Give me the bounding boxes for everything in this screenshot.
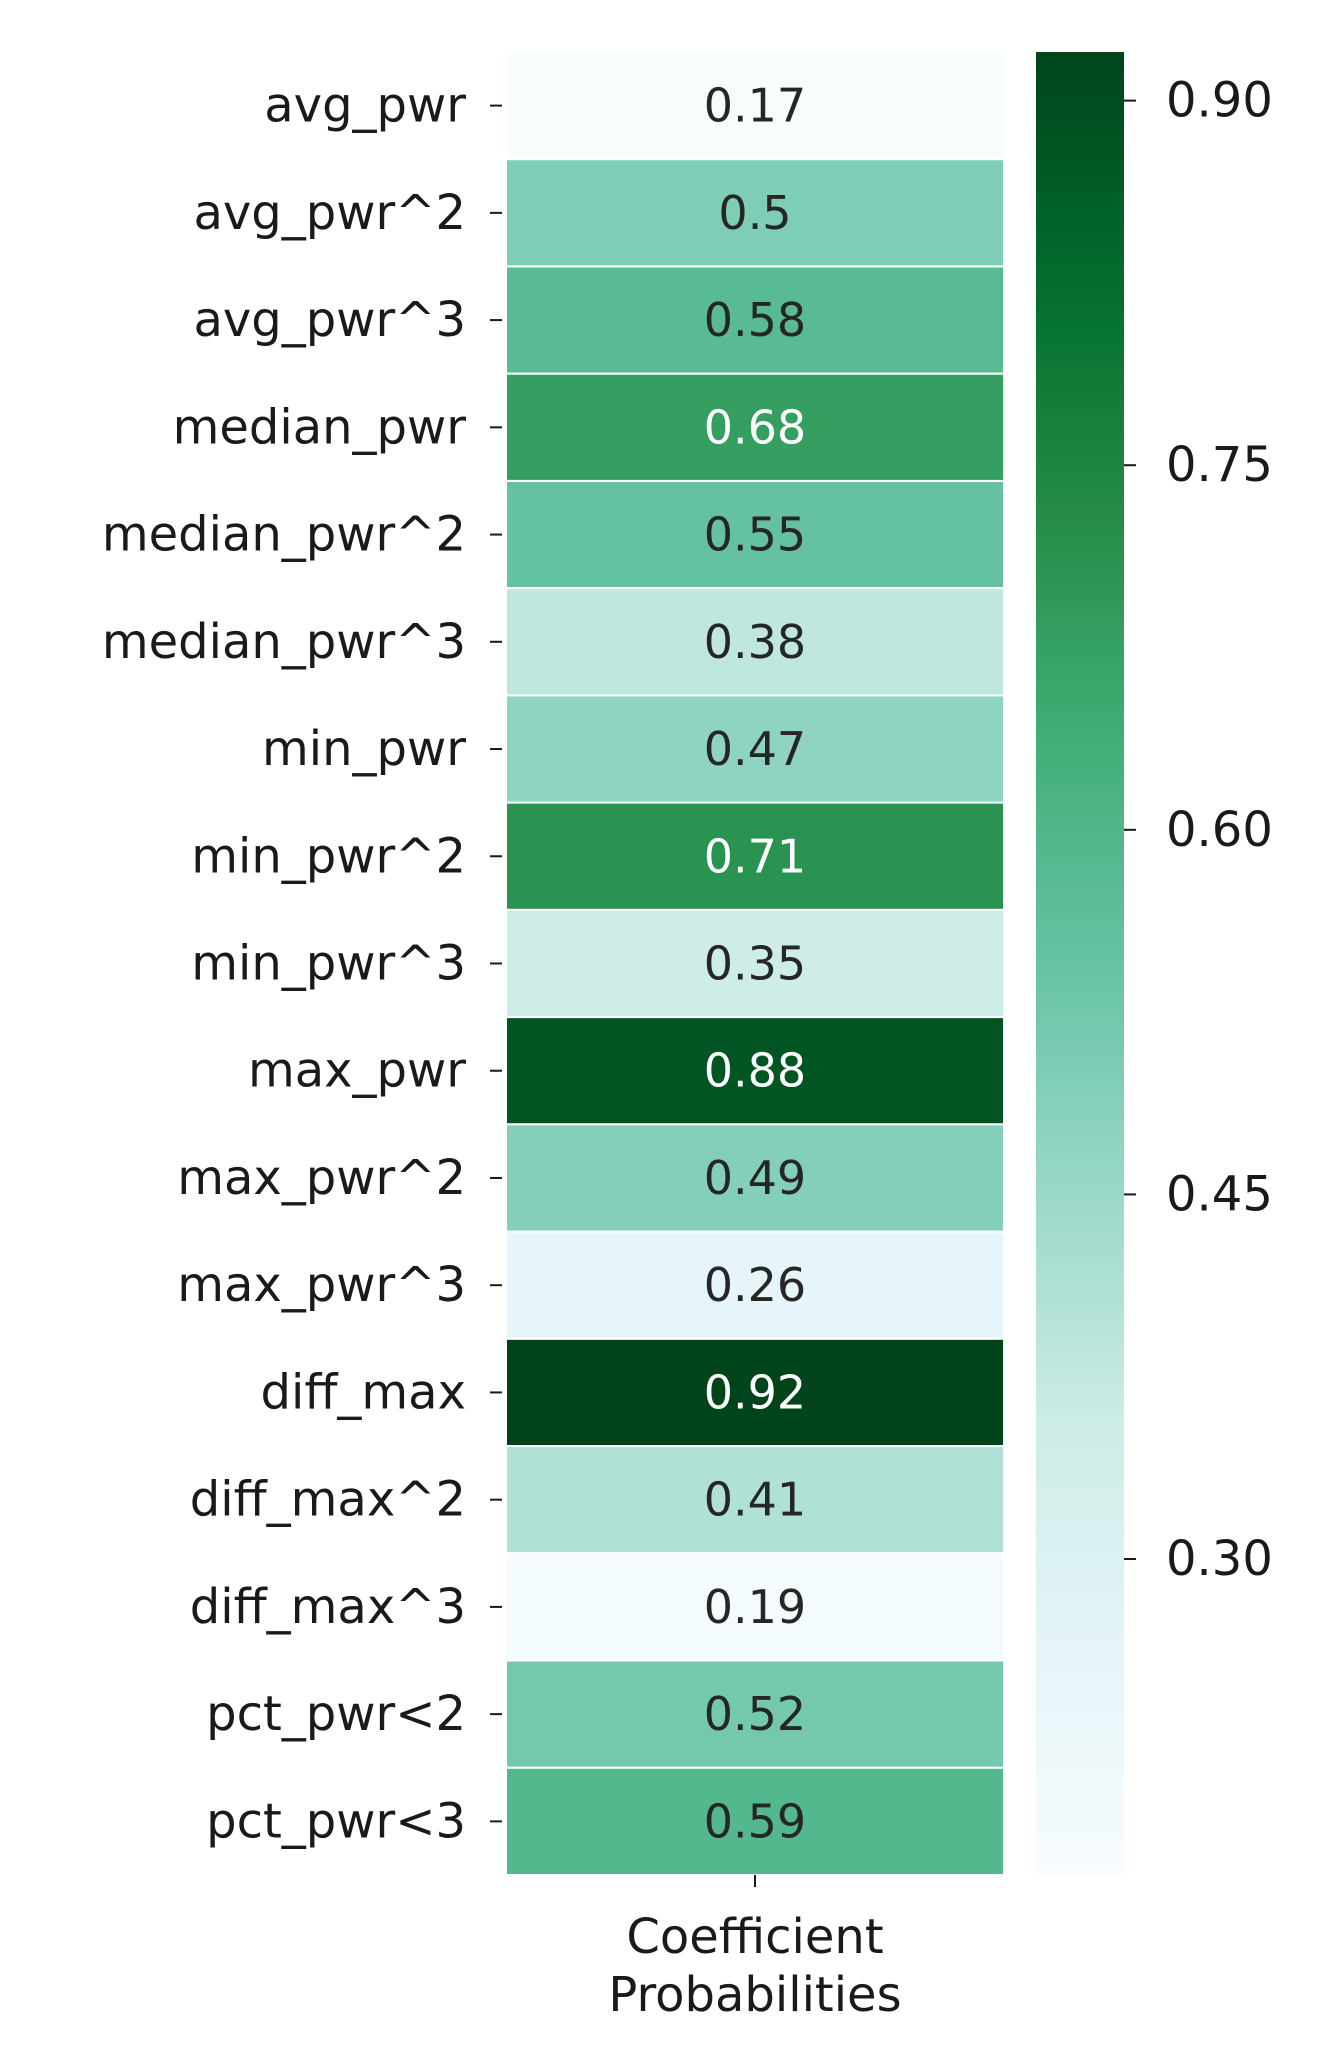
row-label: max_pwr xyxy=(248,1043,466,1099)
heatmap-cell xyxy=(505,372,1005,482)
cell-value-label: 0.35 xyxy=(704,937,806,991)
heatmap-cell xyxy=(505,265,1005,375)
x-axis-label-line: Coefficient xyxy=(626,1909,883,1965)
heatmap-cell xyxy=(505,1230,1005,1340)
row-label: median_pwr^3 xyxy=(102,614,466,670)
row-label: min_pwr xyxy=(262,721,466,777)
heatmap-cell xyxy=(505,1445,1005,1555)
row-label: max_pwr^2 xyxy=(177,1150,466,1206)
cell-value-label: 0.88 xyxy=(704,1044,806,1098)
heatmap-cell xyxy=(505,158,1005,268)
colorbar: 0.30 0.45 0.60 0.75 0.90 xyxy=(1036,52,1273,1875)
heatmap-cell xyxy=(505,1016,1005,1126)
heatmap-cell xyxy=(505,1766,1005,1876)
row-label: diff_max xyxy=(261,1364,466,1420)
x-axis-label: Coefficient Probabilities xyxy=(608,1909,901,2023)
cell-value-label: 0.59 xyxy=(704,1794,806,1848)
cell-value-label: 0.5 xyxy=(718,186,791,240)
heatmap-cell xyxy=(505,1552,1005,1662)
cell-value-label: 0.71 xyxy=(704,829,806,883)
cell-value-label: 0.38 xyxy=(704,615,806,669)
row-label: diff_max^3 xyxy=(190,1579,466,1635)
row-label: max_pwr^3 xyxy=(177,1257,466,1313)
cell-value-label: 0.49 xyxy=(704,1151,806,1205)
colorbar-tick-label: 0.60 xyxy=(1166,802,1273,858)
colorbar-gradient xyxy=(1036,52,1124,1875)
row-labels: avg_pwr avg_pwr^2 avg_pwr^3 median_pwrmedia… xyxy=(102,78,502,1849)
cell-value-label: 0.92 xyxy=(704,1365,806,1419)
x-axis: Coefficient Probabilities xyxy=(608,1875,902,2023)
cell-value-label: 0.58 xyxy=(704,293,806,347)
colorbar-tick-label: 0.30 xyxy=(1166,1531,1273,1587)
heatmap-cell xyxy=(505,479,1005,590)
cell-value-label: 0.41 xyxy=(704,1473,806,1527)
colorbar-tick-label: 0.75 xyxy=(1166,437,1273,493)
heatmap-cell xyxy=(505,801,1005,911)
row-label: pct_pwr<3 xyxy=(206,1793,466,1849)
heatmap-cell xyxy=(505,1659,1005,1769)
row-label: pct_pwr<2 xyxy=(206,1686,466,1742)
row-label: median_pwr xyxy=(173,399,467,455)
cell-value-label: 0.26 xyxy=(704,1258,806,1312)
cell-value-label: 0.68 xyxy=(704,400,806,454)
heatmap-cell xyxy=(505,51,1005,161)
row-label: min_pwr^3 xyxy=(191,936,466,992)
cell-value-label: 0.19 xyxy=(704,1580,806,1634)
row-label: diff_max^2 xyxy=(190,1472,466,1528)
colorbar-tick-label: 0.90 xyxy=(1166,73,1273,129)
heatmap-cell xyxy=(505,1337,1005,1448)
cell-value-label: 0.17 xyxy=(704,79,806,133)
cell-value-label: 0.47 xyxy=(704,722,806,776)
row-label: avg_pwr^2 xyxy=(193,185,466,241)
colorbar-tick-label: 0.45 xyxy=(1166,1166,1273,1222)
x-axis-label-line: Probabilities xyxy=(608,1967,901,2023)
cell-value-label: 0.52 xyxy=(704,1687,806,1741)
row-label: avg_pwr^3 xyxy=(193,292,466,348)
heatmap-cells: 0.17 0.5 0.58 0.68 0.55 0.38 0.47 0.71 0.35 0.88 0… xyxy=(505,51,1005,1876)
heatmap-cell xyxy=(505,587,1005,697)
cell-value-label: 0.55 xyxy=(704,508,806,562)
heatmap-cell xyxy=(505,1123,1005,1233)
row-label: median_pwr^2 xyxy=(102,507,466,563)
row-label: min_pwr^2 xyxy=(191,828,466,884)
row-label: avg_pwr xyxy=(264,78,466,134)
